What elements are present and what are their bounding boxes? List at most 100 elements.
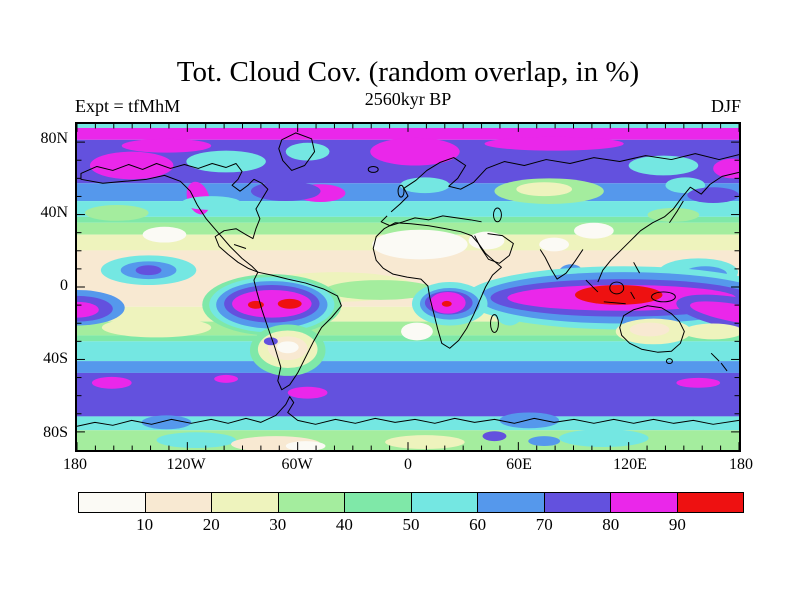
colorbar-cell (611, 493, 678, 512)
map-ticks (77, 124, 739, 450)
contour-blob (690, 301, 739, 326)
coastline-java (603, 301, 626, 305)
contour-blob (77, 301, 99, 318)
x-tick-label: 60W (281, 456, 313, 473)
colorbar-tick-label: 70 (535, 515, 553, 534)
coastline-arabia (474, 233, 514, 264)
colorbar-tick-label: 10 (136, 515, 154, 534)
zonal-band (77, 372, 739, 417)
y-tick-label: 40S (43, 350, 68, 368)
contour-blob (232, 289, 312, 318)
contour-blob (84, 205, 149, 221)
x-tick-label: 120E (613, 456, 647, 473)
coastline-east-asia (597, 171, 739, 283)
zonal-band (77, 341, 739, 362)
contour-blob (559, 429, 649, 448)
season-label: DJF (710, 96, 741, 116)
coastline-sulawesi (630, 291, 636, 300)
coastline-new-guinea (651, 291, 676, 303)
colorbar-cell (677, 493, 743, 512)
contour-field (77, 124, 739, 450)
coastline-japan (669, 200, 684, 224)
coastline-india (539, 249, 584, 280)
contour-blob (141, 415, 192, 430)
colorbar-tick-label: 50 (402, 515, 420, 534)
contour-blob (539, 237, 570, 252)
zonal-band (77, 201, 739, 217)
contour-blob (687, 187, 739, 204)
contour-blob (628, 155, 699, 176)
contour-blob (287, 386, 328, 399)
contour-blob (683, 323, 739, 340)
contour-blob (665, 177, 706, 194)
plot-subtitle: 2560kyr BP (364, 89, 452, 109)
coastline-new-zealand (710, 352, 728, 372)
contour-blob (370, 137, 460, 166)
plot-title: Tot. Cloud Cov. (random overlap, in %) (176, 56, 640, 88)
contour-blob (647, 207, 700, 222)
contour-blob (214, 374, 239, 383)
contour-blob (468, 231, 505, 250)
coastline-greenland (278, 132, 316, 171)
colorbar-cell (544, 493, 611, 512)
contour-blob (186, 150, 266, 173)
contour-blob (250, 181, 321, 202)
contour-blob (263, 337, 278, 346)
coastlines (77, 132, 739, 427)
contour-blob (484, 136, 624, 151)
contour-blob (676, 377, 721, 388)
contour-blob (142, 226, 187, 243)
coastline-europe-mediterranean (380, 215, 482, 227)
contour-blob (156, 432, 237, 449)
contour-blob (482, 431, 507, 442)
coastline-africa (372, 222, 502, 349)
colorbar-tick-label: 60 (469, 515, 487, 534)
colorbar-tick-label: 90 (668, 515, 686, 534)
colorbar-tick-label: 40 (335, 515, 353, 534)
colorbar-cell (145, 493, 212, 512)
contour-blob (400, 177, 450, 194)
coastline-britain (397, 184, 405, 198)
contour-blob (101, 317, 212, 338)
coastline-north-america (80, 163, 269, 273)
contour-blob (441, 300, 452, 307)
coastline-cuba (233, 244, 247, 249)
coastline-tasmania (665, 358, 673, 365)
contour-blob (574, 285, 663, 305)
contour-blob (285, 441, 326, 450)
colorbar-tick-label: 20 (202, 515, 220, 534)
zonal-band (77, 222, 739, 235)
contour-blob (385, 435, 465, 450)
colorbar-tick-label: 80 (602, 515, 620, 534)
contour-blob (91, 376, 132, 389)
zonal-band (77, 127, 739, 140)
contour-blob (276, 341, 299, 354)
zonal-band (77, 361, 739, 373)
colorbar-tick-label: 30 (269, 515, 287, 534)
coastline-madagascar (490, 314, 499, 333)
colorbar-cell (345, 493, 412, 512)
coastline-iceland (367, 165, 379, 173)
contour-blob (516, 182, 573, 197)
contour-blob (277, 298, 302, 309)
x-tick-label: 180 (63, 456, 87, 473)
y-tick-label: 40N (40, 203, 68, 221)
coastline-eurasia-north (390, 153, 739, 213)
x-tick-label: 0 (404, 456, 412, 473)
contour-blob (401, 322, 433, 341)
contour-blob (372, 229, 468, 260)
coastline-south-america (253, 271, 342, 391)
colorbar-cell (79, 493, 146, 512)
contour-blob (629, 322, 670, 337)
y-tick-label: 0 (60, 277, 68, 294)
contour-blob (135, 265, 162, 276)
coastline-philippines (633, 262, 641, 274)
coastline-caspian-sea (492, 207, 502, 223)
contour-blob (181, 196, 242, 210)
colorbar-cell (411, 493, 478, 512)
y-tick-label: 80S (43, 423, 68, 441)
colorbar (78, 492, 744, 513)
map-frame (75, 122, 741, 452)
colorbar-cell (278, 493, 345, 512)
